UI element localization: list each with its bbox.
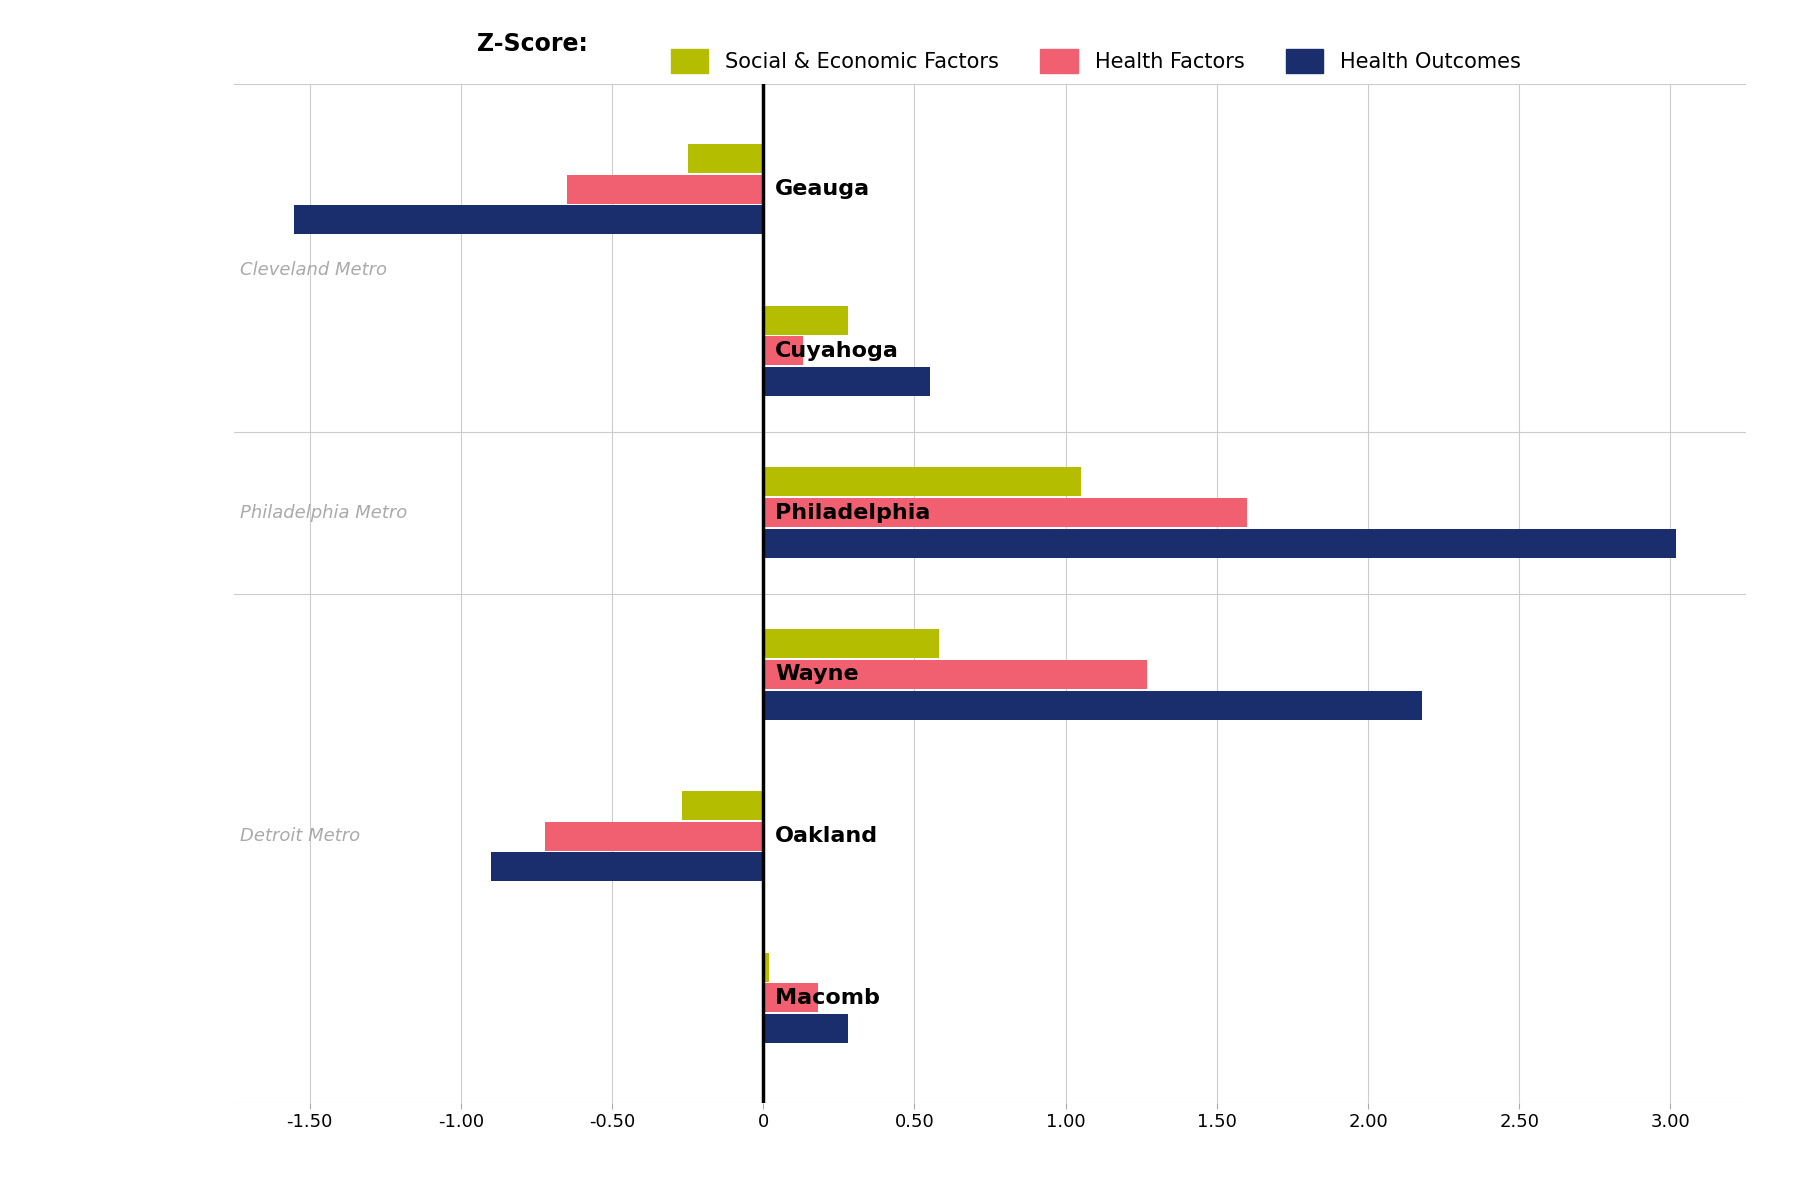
Text: Macomb: Macomb [776,988,880,1008]
Bar [763,367,929,396]
Bar [763,691,1422,719]
Bar [763,983,817,1012]
Bar [567,175,763,204]
Legend: Social & Economic Factors, Health Factors, Health Outcomes: Social & Economic Factors, Health Factor… [661,38,1532,83]
Text: Oakland: Oakland [776,826,878,846]
Bar [763,336,803,366]
Text: Philadelphia: Philadelphia [776,502,931,523]
Bar [491,852,763,881]
Text: Wayne: Wayne [776,664,859,685]
Text: Geauga: Geauga [776,179,871,199]
Bar [682,791,763,820]
Bar [763,306,848,335]
Bar [763,953,769,982]
Text: Cuyahoga: Cuyahoga [776,341,900,361]
Text: Philadelphia Metro: Philadelphia Metro [239,504,407,522]
Text: Cleveland Metro: Cleveland Metro [239,261,387,279]
Bar [688,144,763,173]
Bar [763,529,1676,558]
Text: Z-Score:: Z-Score: [477,32,589,56]
Bar [763,659,1147,689]
Bar [295,205,763,234]
Bar [545,821,763,851]
Bar [763,498,1247,528]
Bar [763,629,938,658]
Bar [763,1014,848,1043]
Text: Detroit Metro: Detroit Metro [239,827,360,845]
Bar [763,468,1080,496]
